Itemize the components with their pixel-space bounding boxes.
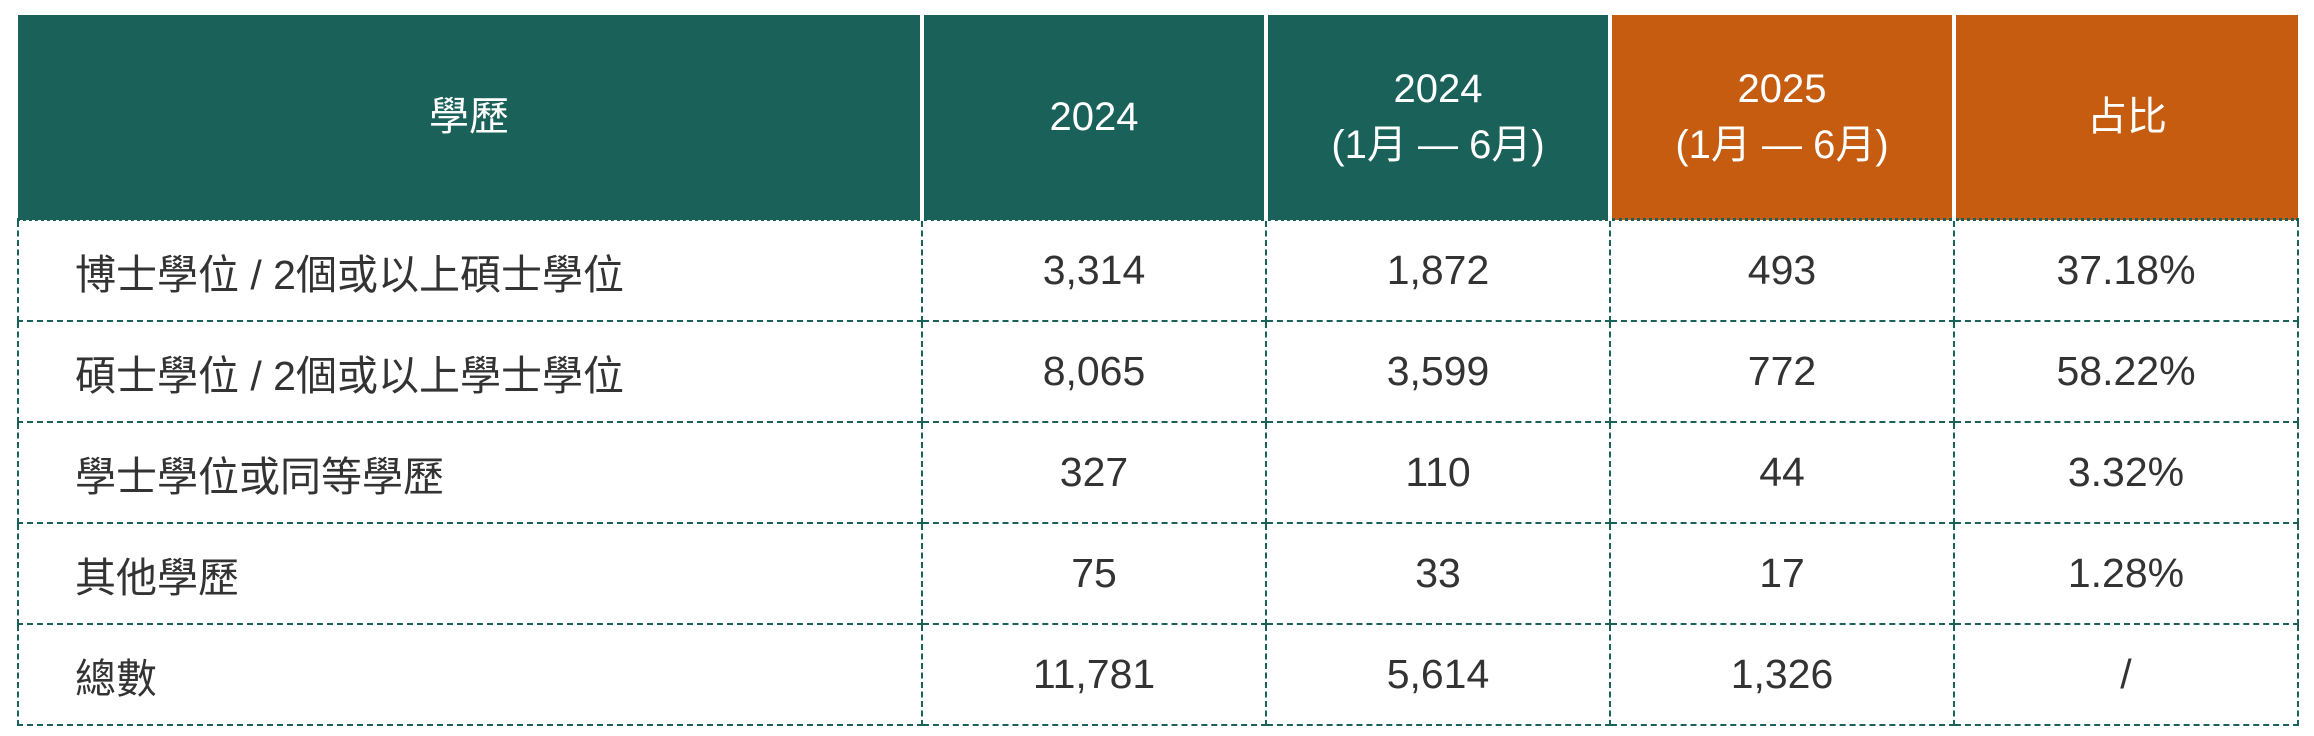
table-cell: 75 <box>921 522 1267 625</box>
header-label: 占比 <box>2087 94 2167 139</box>
table-cell: 8,065 <box>921 320 1267 423</box>
header-sublabel: (1月 — 6月) <box>1675 122 1889 167</box>
table-cell: 1.28% <box>1953 522 2299 625</box>
header-education: 學歷 <box>18 15 922 220</box>
table-cell: 110 <box>1265 421 1611 524</box>
row-label: 博士學位 / 2個或以上碩士學位 <box>17 218 923 322</box>
header-sublabel: (1月 — 6月) <box>1331 122 1545 167</box>
header-share: 占比 <box>1952 15 2298 220</box>
table-cell: 327 <box>921 421 1267 524</box>
table-cell: / <box>1953 623 2299 726</box>
table-cell: 3,314 <box>921 218 1267 322</box>
table-cell: 5,614 <box>1265 623 1611 726</box>
header-2024: 2024 <box>920 15 1266 220</box>
header-label: 學歷 <box>429 94 509 139</box>
table-row: 碩士學位 / 2個或以上學士學位 8,065 3,599 772 58.22% <box>17 320 2299 423</box>
table-row: 學士學位或同等學歷 327 110 44 3.32% <box>17 421 2299 524</box>
table-cell: 58.22% <box>1953 320 2299 423</box>
table-cell: 1,326 <box>1609 623 1955 726</box>
header-label: 2024 <box>1393 66 1483 111</box>
header-row: 學歷 2024 2024 (1月 — 6月) 2025 (1月 — 6月) 占比 <box>18 15 2298 220</box>
header-label: 2024 <box>1049 94 1139 139</box>
header-label: 2025 <box>1737 66 1827 111</box>
table-cell: 1,872 <box>1265 218 1611 322</box>
table-row: 總數 11,781 5,614 1,326/ <box>17 623 2299 726</box>
table-cell: 772 <box>1609 320 1955 423</box>
table-cell: 3.32% <box>1953 421 2299 524</box>
row-label: 碩士學位 / 2個或以上學士學位 <box>17 320 923 423</box>
table-cell: 493 <box>1609 218 1955 322</box>
table-cell: 3,599 <box>1265 320 1611 423</box>
row-label: 其他學歷 <box>17 522 923 625</box>
table-cell: 44 <box>1609 421 1955 524</box>
table-cell: 17 <box>1609 522 1955 625</box>
education-table: 學歷 2024 2024 (1月 — 6月) 2025 (1月 — 6月) 占比 博… <box>17 15 2299 726</box>
header-2024-jan-jun: 2024 (1月 — 6月) <box>1264 15 1610 220</box>
row-label: 學士學位或同等學歷 <box>17 421 923 524</box>
table-cell: 37.18% <box>1953 218 2299 322</box>
table-cell: 33 <box>1265 522 1611 625</box>
table-row: 其他學歷 75 33 17 1.28% <box>17 522 2299 625</box>
header-2025-jan-jun: 2025 (1月 — 6月) <box>1608 15 1954 220</box>
table-cell: 11,781 <box>921 623 1267 726</box>
table-row: 博士學位 / 2個或以上碩士學位 3,314 1,872 493 37.18% <box>17 218 2299 322</box>
row-label: 總數 <box>17 623 923 726</box>
